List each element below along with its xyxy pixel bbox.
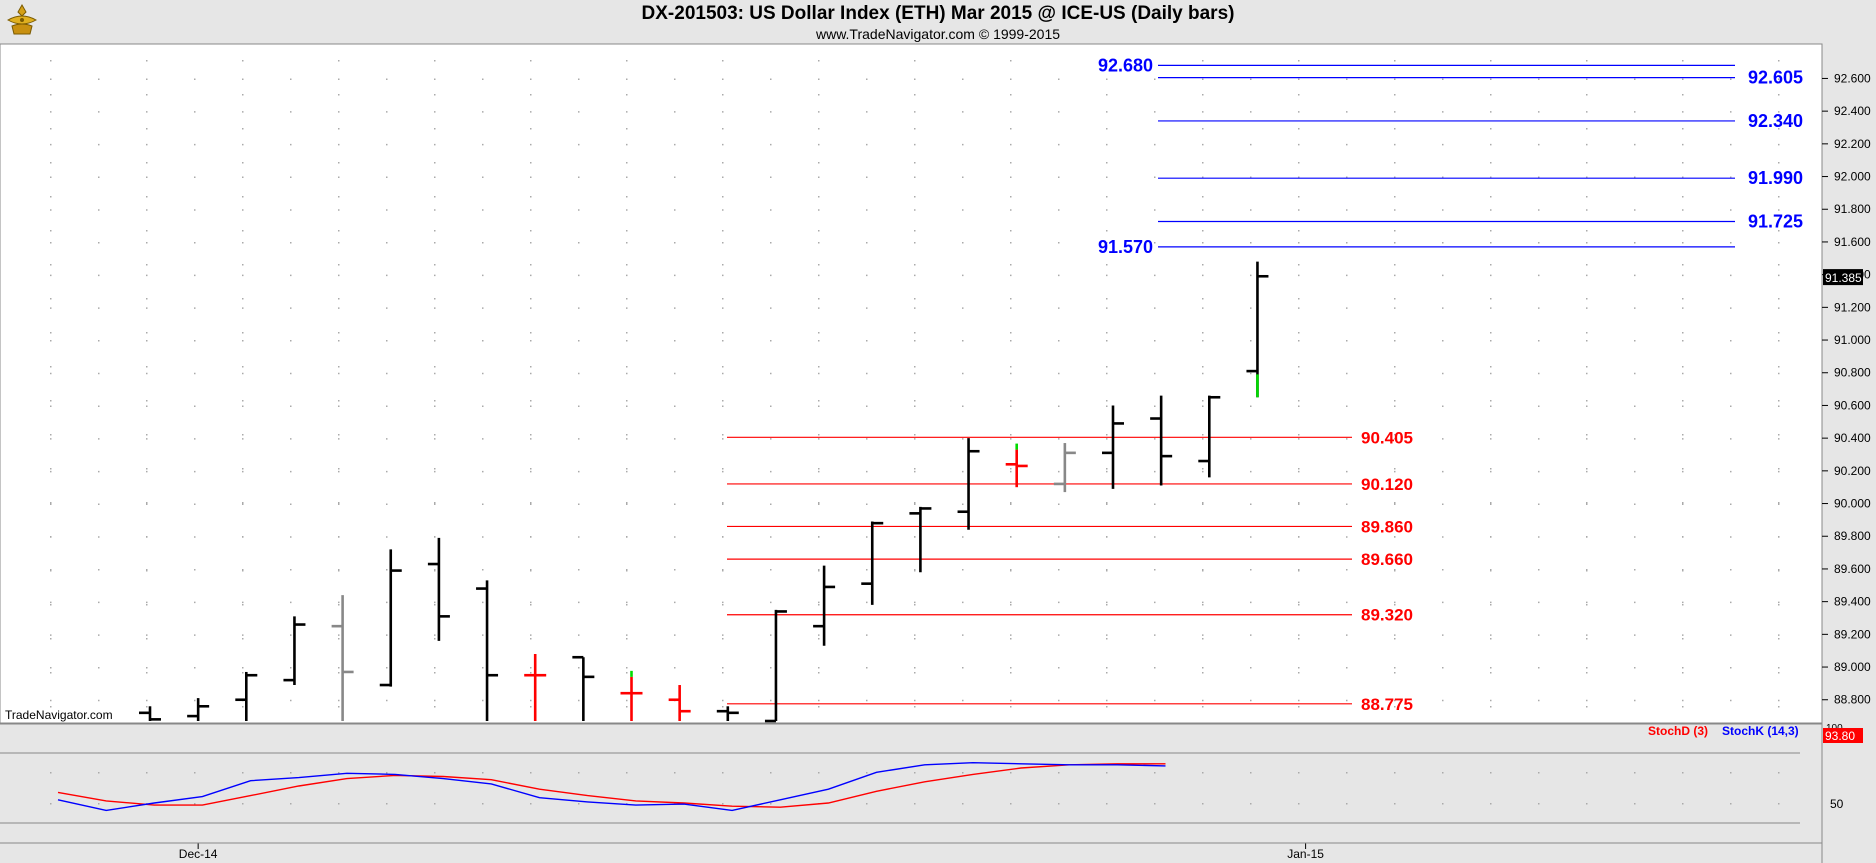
ohlc-bar [1246, 261, 1269, 398]
axis-tick-label: 91.200 [1834, 300, 1871, 314]
chart-subtitle: www.TradeNavigator.com © 1999-2015 [815, 26, 1061, 42]
last-price-box [1823, 269, 1863, 286]
ohlc-bar [909, 506, 932, 573]
axis-tick-label: 90.600 [1834, 398, 1871, 412]
support-label: 89.860 [1361, 517, 1413, 536]
axis-tick-label: 90.800 [1834, 366, 1871, 380]
resistance-label: 91.725 [1748, 212, 1803, 232]
axis-tick-label: 88.800 [1834, 693, 1871, 707]
ohlc-bar [235, 671, 258, 721]
ohlc-bar [957, 438, 980, 530]
axis-tick-label: 89.000 [1834, 660, 1871, 674]
axis-tick-label: 92.000 [1834, 170, 1871, 184]
axis-tick-label: 89.400 [1834, 595, 1871, 609]
last-price-label: 91.385 [1825, 271, 1862, 285]
price-axis: 88.800 89.000 89.200 89.400 89.600 89.800 90.0… [0, 71, 1871, 861]
stoch-k-line [57, 761, 1166, 812]
resistance-label: 92.340 [1748, 111, 1803, 131]
ohlc-bar [1198, 395, 1221, 478]
axis-tick-label: 91.800 [1834, 202, 1871, 216]
axis-tick-label: 90.200 [1834, 464, 1871, 478]
axis-tick-label: 90.400 [1834, 431, 1871, 445]
support-label: 89.660 [1361, 550, 1413, 569]
axis-tick-label: 92.200 [1834, 137, 1871, 151]
axis-tick-label: 89.200 [1834, 627, 1871, 641]
ohlc-bar [1005, 443, 1028, 488]
stoch-d-legend: StochD (3) [1648, 724, 1708, 738]
axis-tick-label: 89.600 [1834, 562, 1871, 576]
axis-tick-label: 92.600 [1834, 71, 1871, 85]
price-bars [139, 261, 1269, 723]
resistance-label: 91.570 [1098, 237, 1153, 257]
support-label: 90.120 [1361, 475, 1413, 494]
axis-tick-label: 90.000 [1834, 497, 1871, 511]
ohlc-bar [572, 655, 595, 721]
chart-title: DX-201503: US Dollar Index (ETH) Mar 201… [641, 3, 1235, 24]
support-label: 88.775 [1361, 695, 1413, 714]
stochastic-lines: StochD (3) StochK (14,3) [57, 724, 1799, 812]
ohlc-bar [476, 580, 499, 721]
ohlc-bar [524, 653, 547, 721]
support-label: 89.320 [1361, 606, 1413, 625]
support-label: 90.405 [1361, 428, 1413, 447]
date-tick-label: Jan-15 [1287, 847, 1324, 861]
ohlc-bar [1053, 443, 1076, 493]
trade-navigator-logo-icon [6, 3, 38, 35]
stoch-axis-label: 50 [1830, 797, 1844, 811]
date-tick-label: Dec-14 [179, 847, 218, 861]
ohlc-bar [1150, 395, 1173, 486]
resistance-label: 92.605 [1748, 68, 1803, 88]
axis-tick-label: 91.000 [1834, 333, 1871, 347]
ohlc-bar [379, 549, 402, 687]
axis-tick-label: 91.600 [1834, 235, 1871, 249]
stoch-last-value-box [1823, 728, 1863, 743]
ohlc-bar [427, 537, 450, 641]
price-levels: 92.680 92.605 92.340 91.990 91.725 91.570 90.4… [727, 55, 1803, 714]
ohlc-bar [139, 706, 161, 721]
ohlc-bar [668, 685, 691, 721]
ohlc-bar [716, 706, 739, 721]
resistance-label: 92.680 [1098, 55, 1153, 75]
axis-tick-label: 92.400 [1834, 104, 1871, 118]
resistance-label: 91.990 [1748, 168, 1803, 188]
ohlc-bar [283, 616, 306, 686]
stoch-last-value-label: 93.80 [1825, 729, 1855, 743]
plot-area [0, 43, 1823, 724]
ohlc-bar [861, 521, 884, 605]
ohlc-bar [813, 565, 836, 646]
ohlc-bar [620, 670, 643, 721]
watermark: TradeNavigator.com [5, 708, 113, 722]
ohlc-bar [764, 609, 787, 723]
ohlc-bar [331, 595, 354, 721]
ohlc-bar [187, 698, 210, 721]
ohlc-bar [1102, 405, 1124, 489]
axis-tick-label: 89.800 [1834, 529, 1871, 543]
stoch-k-legend: StochK (14,3) [1722, 724, 1799, 738]
stoch-d-line [57, 763, 1166, 808]
